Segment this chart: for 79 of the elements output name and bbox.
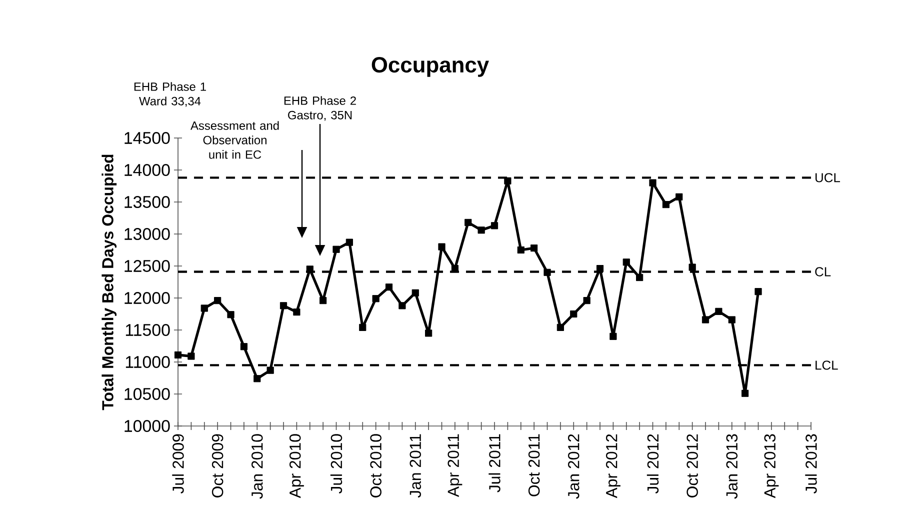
chart-title: Occupancy	[372, 57, 489, 77]
point	[464, 218, 472, 226]
ref-line-label: CL	[815, 267, 831, 276]
ref-line-label: UCL	[816, 173, 840, 182]
y-tick-label: 13000	[124, 228, 170, 240]
point	[610, 332, 617, 340]
text: EHB Phase 2 Gastro, 35N	[284, 96, 356, 121]
point	[438, 243, 446, 250]
x-tick-label: Jan 2013	[726, 434, 738, 499]
point	[214, 296, 222, 304]
x-tick-label: Oct 2010	[370, 434, 382, 498]
point	[583, 296, 590, 304]
x-tick-label: Jan 2012	[568, 434, 580, 499]
x-tick-label: Jul 2009	[172, 434, 184, 494]
point	[636, 274, 644, 282]
point	[754, 288, 762, 296]
x-tick-label: Jan 2011	[410, 434, 422, 498]
point	[622, 258, 630, 266]
point	[596, 264, 604, 272]
point	[662, 201, 670, 208]
y-tick-label: 14500	[124, 132, 170, 144]
y-tick-label: 10500	[124, 388, 170, 400]
x-tick-label: Jan 2010	[251, 434, 263, 499]
x-tick-label: Oct 2012	[686, 434, 698, 498]
point	[280, 302, 288, 310]
point	[649, 179, 656, 186]
x-tick-label: Oct 2009	[212, 434, 224, 498]
y-tick-label: 11500	[126, 324, 170, 336]
x-tick-label: Jul 2011	[488, 434, 500, 492]
x-tick-label: Jul 2012	[646, 434, 659, 494]
x-tick-label: Apr 2013	[764, 434, 779, 498]
x-tick-label: Apr 2010	[289, 434, 304, 498]
point	[715, 308, 722, 315]
point	[556, 324, 564, 331]
y-tick-label: 11000	[126, 356, 170, 368]
point	[240, 343, 248, 350]
y-axis-title: Total Monthly Bed Days Occupied	[102, 154, 117, 410]
point	[266, 366, 274, 374]
y-tick-label: 14000	[124, 164, 170, 176]
point	[398, 302, 406, 310]
x-tick-label: Jul 2010	[330, 434, 342, 494]
y-tick-label: 13500	[124, 196, 170, 208]
annotation: Assessment and Observation unit in EC	[190, 121, 279, 159]
point	[346, 238, 353, 246]
x-tick-label: Apr 2012	[606, 434, 620, 498]
point	[517, 246, 524, 254]
point	[425, 330, 432, 337]
point	[688, 264, 696, 271]
point	[332, 246, 340, 253]
point	[702, 316, 710, 324]
point	[227, 311, 234, 318]
point	[412, 289, 419, 296]
point	[570, 310, 578, 318]
point	[293, 308, 300, 316]
point	[306, 266, 314, 273]
x-tick-label: Jul 2013	[805, 434, 817, 494]
point	[504, 177, 512, 184]
point	[254, 375, 261, 382]
point	[728, 316, 736, 324]
point	[359, 324, 366, 331]
y-tick-label: 12500	[124, 260, 170, 272]
x-tick-label: Oct 2011	[528, 434, 540, 496]
point	[372, 295, 380, 302]
point	[320, 296, 327, 304]
point	[174, 351, 182, 358]
ref-line-label: LCL	[816, 360, 838, 370]
x-tick-label: Apr 2011	[448, 434, 462, 497]
y-tick-label: 10000	[124, 420, 170, 432]
text: EHB Phase 1 Ward 33,34	[134, 82, 206, 107]
point	[385, 284, 393, 291]
point	[490, 222, 498, 230]
point	[676, 193, 683, 200]
point	[200, 304, 208, 312]
point	[188, 352, 195, 360]
point	[544, 268, 551, 276]
y-tick-label: 12000	[124, 292, 170, 304]
point	[742, 390, 749, 397]
point	[478, 226, 485, 234]
point	[530, 244, 538, 252]
